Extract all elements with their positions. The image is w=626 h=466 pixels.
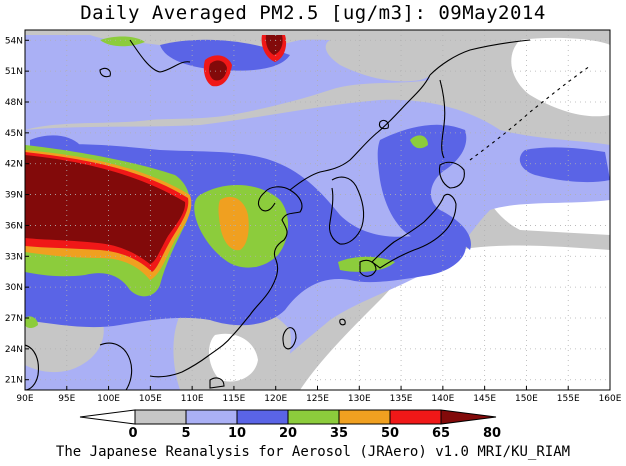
coastline-china — [149, 186, 303, 378]
coastline-bohai — [257, 191, 276, 212]
lat-tick-label: 24N — [5, 345, 23, 355]
darkred-region-north-1 — [209, 60, 227, 81]
latitude-axis: 21N 24N 27N 30N 33N 36N 39N 42N 45N 48N 51N 54N — [5, 36, 29, 386]
colorbar-above-arrow — [440, 409, 497, 425]
colorbar-segment — [389, 409, 442, 425]
colorbar-label: 5 — [181, 426, 190, 441]
coastline-small-island — [339, 318, 346, 326]
coastline-bay-of-bengal — [25, 344, 39, 390]
colorbar-segment — [185, 409, 238, 425]
lat-tick-label: 27N — [5, 314, 23, 324]
map-title: Daily Averaged PM2.5 [ug/m3]: 09May2014 — [80, 2, 546, 24]
green-region-southwest — [25, 316, 38, 329]
lon-tick-label: 125E — [306, 394, 329, 404]
lon-tick-label: 150E — [515, 394, 538, 404]
lat-tick-label: 54N — [5, 36, 23, 46]
lat-lon-grid — [25, 30, 610, 390]
orange-region-north-china — [218, 196, 249, 251]
colorbar-label: 50 — [381, 426, 399, 441]
colorbar-segment — [134, 409, 187, 425]
coastline-japan-kyushu — [359, 259, 377, 277]
blue-band-far-north — [160, 39, 290, 71]
lon-tick-label: 90E — [16, 394, 33, 404]
lat-tick-label: 42N — [5, 160, 23, 170]
coastline-north-mongolia — [129, 39, 191, 73]
lat-tick-label: 36N — [5, 221, 23, 231]
coastline-korea — [328, 176, 365, 245]
lon-tick-label: 105E — [139, 394, 162, 404]
lat-tick-label: 39N — [5, 191, 23, 201]
lon-tick-label: 135E — [390, 394, 413, 404]
lat-tick-label: 45N — [5, 129, 23, 139]
lat-tick-label: 51N — [5, 67, 23, 77]
coastline-taiwan — [282, 327, 297, 350]
lightblue-region-north — [25, 35, 430, 130]
coastline-indochina — [99, 342, 133, 390]
coastline-sakhalin — [439, 79, 446, 159]
colorbar-below-arrow — [79, 409, 136, 425]
green-region-north — [100, 36, 145, 47]
colorbar-label: 80 — [483, 426, 501, 441]
lat-tick-label: 21N — [5, 376, 23, 386]
lon-tick-label: 115E — [222, 394, 245, 404]
colorbar-segment — [287, 409, 340, 425]
coastline-okhotsk — [429, 39, 531, 76]
lat-tick-label: 48N — [5, 98, 23, 108]
lon-tick-label: 100E — [97, 394, 120, 404]
coastline-lake-1 — [99, 67, 111, 78]
colorbar-label: 35 — [330, 426, 348, 441]
lon-tick-label: 155E — [557, 394, 580, 404]
blue-band-japan — [377, 124, 471, 250]
green-region-korea-north — [410, 135, 428, 149]
colorbar-segment — [236, 409, 289, 425]
coastline-japan-honshu — [371, 193, 457, 269]
coastline-russia-coast — [289, 74, 431, 191]
lon-tick-label: 160E — [599, 394, 622, 404]
footer-credit: The Japanese Reanalysis for Aerosol (JRA… — [55, 444, 571, 460]
coastlines — [25, 39, 591, 390]
coastline-lake-2 — [378, 119, 389, 130]
lon-tick-label: 110E — [181, 394, 204, 404]
lon-tick-label: 120E — [264, 394, 287, 404]
lon-tick-label: 140E — [431, 394, 454, 404]
coastline-hainan — [209, 377, 225, 389]
lon-tick-label: 130E — [348, 394, 371, 404]
colorbar-label: 10 — [228, 426, 246, 441]
white-patch-northeast — [511, 37, 610, 117]
darkred-region-west — [25, 155, 186, 264]
lon-tick-label: 145E — [473, 394, 496, 404]
colorbar-label: 0 — [128, 426, 137, 441]
coastline-kurils — [469, 65, 591, 161]
lat-tick-label: 30N — [5, 283, 23, 293]
longitude-axis: 90E 95E 100E 105E 110E 115E 120E 125E 130E 135E 14… — [16, 386, 622, 404]
colorbar-label: 65 — [432, 426, 450, 441]
lon-tick-label: 95E — [58, 394, 75, 404]
coastline-japan-hokkaido — [438, 161, 465, 189]
blue-band-east — [519, 147, 610, 183]
lat-tick-label: 33N — [5, 252, 23, 262]
pm25-field — [25, 30, 610, 390]
colorbar-segment — [338, 409, 391, 425]
colorbar: 0 5 10 20 35 50 65 80 — [79, 409, 501, 441]
colorbar-label: 20 — [279, 426, 297, 441]
